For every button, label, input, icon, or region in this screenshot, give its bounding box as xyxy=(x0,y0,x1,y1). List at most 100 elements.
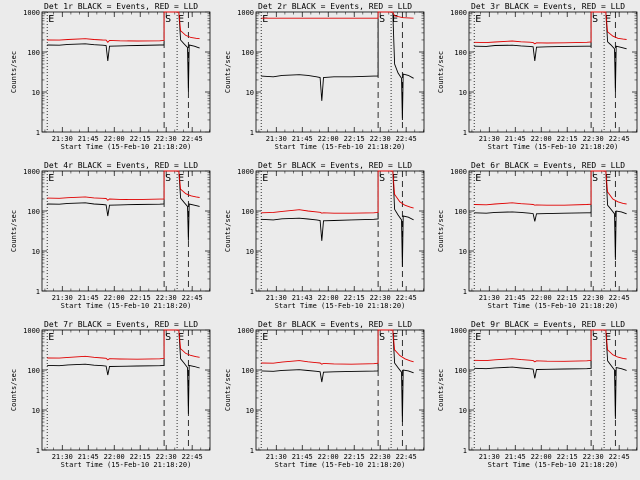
x-axis-label: Start Time (15-Feb-10 21:18:20) xyxy=(61,461,192,469)
chart-title: Det 2r BLACK = Events, RED = LLD xyxy=(258,2,412,11)
plot-frame xyxy=(468,11,638,133)
x-tick-label: 22:45 xyxy=(609,294,630,302)
y-tick-label: 1 xyxy=(463,447,467,455)
y-tick-label: 100 xyxy=(241,367,254,375)
events-series-line xyxy=(261,329,414,423)
chart-title: Det 8r BLACK = Events, RED = LLD xyxy=(258,320,412,329)
y-tick-label: 100 xyxy=(454,49,467,57)
y-tick-label: 100 xyxy=(241,49,254,57)
plot-frame xyxy=(41,11,211,133)
y-tick-label: 10 xyxy=(32,89,40,97)
y-tick-label: 10 xyxy=(246,248,254,256)
y-tick-label: 1000 xyxy=(450,168,467,176)
x-tick-label: 21:45 xyxy=(505,135,526,143)
flag-label: S xyxy=(379,332,385,343)
y-axis-label: Counts/sec xyxy=(10,369,18,411)
flag-label: E xyxy=(475,14,481,25)
flag-label: E xyxy=(48,332,54,343)
x-tick-label: 21:30 xyxy=(52,294,73,302)
x-tick-label: 22:30 xyxy=(156,453,177,461)
x-tick-label: 22:00 xyxy=(104,135,125,143)
x-tick-label: 21:30 xyxy=(479,453,500,461)
lld-series-line xyxy=(474,11,627,45)
lld-series-line xyxy=(261,329,414,365)
y-axis-label: Counts/sec xyxy=(224,369,232,411)
x-tick-label: 21:30 xyxy=(52,453,73,461)
x-tick-label: 22:15 xyxy=(344,453,365,461)
y-axis-label: Counts/sec xyxy=(437,369,445,411)
chart-title: Det 9r BLACK = Events, RED = LLD xyxy=(471,320,625,329)
x-tick-label: 22:15 xyxy=(557,294,578,302)
y-tick-label: 10 xyxy=(459,248,467,256)
y-tick-label: 10 xyxy=(246,89,254,97)
x-tick-label: 21:30 xyxy=(52,135,73,143)
chart-title: Det 6r BLACK = Events, RED = LLD xyxy=(471,161,625,170)
y-tick-label: 10 xyxy=(32,248,40,256)
flag-label: S xyxy=(592,173,598,184)
x-tick-label: 22:15 xyxy=(344,135,365,143)
y-tick-label: 1 xyxy=(250,447,254,455)
chart-panel-5: Det 5r BLACK = Events, RED = LLD Counts/s… xyxy=(224,161,425,310)
chart-title: Det 3r BLACK = Events, RED = LLD xyxy=(471,2,625,11)
events-series-line xyxy=(474,329,627,419)
x-tick-label: 22:00 xyxy=(104,294,125,302)
x-tick-label: 21:45 xyxy=(292,135,313,143)
y-tick-label: 100 xyxy=(27,367,40,375)
x-tick-label: 22:15 xyxy=(344,294,365,302)
x-tick-label: 21:45 xyxy=(78,135,99,143)
x-tick-label: 21:30 xyxy=(479,135,500,143)
y-tick-label: 10 xyxy=(459,407,467,415)
x-tick-label: 22:00 xyxy=(531,135,552,143)
y-tick-label: 10 xyxy=(246,407,254,415)
lld-series-line xyxy=(47,170,200,201)
x-tick-label: 22:30 xyxy=(583,453,604,461)
events-series-line xyxy=(474,170,627,260)
x-tick-label: 22:30 xyxy=(370,135,391,143)
x-tick-label: 21:30 xyxy=(479,294,500,302)
x-axis-label: Start Time (15-Feb-10 21:18:20) xyxy=(488,302,619,310)
x-tick-label: 22:30 xyxy=(156,294,177,302)
x-tick-label: 21:45 xyxy=(292,453,313,461)
x-tick-label: 22:00 xyxy=(318,453,339,461)
events-series-line xyxy=(474,11,627,93)
x-tick-label: 21:45 xyxy=(78,453,99,461)
y-axis-label: Counts/sec xyxy=(10,51,18,93)
plot-frame xyxy=(468,329,638,451)
y-tick-label: 1000 xyxy=(23,9,40,17)
lld-series-line xyxy=(261,170,414,214)
x-tick-label: 22:00 xyxy=(318,294,339,302)
y-tick-label: 1000 xyxy=(237,9,254,17)
x-tick-label: 22:45 xyxy=(396,294,417,302)
events-series-line xyxy=(261,170,414,267)
chart-title: Det 7r BLACK = Events, RED = LLD xyxy=(44,320,198,329)
chart-panel-1: Det 1r BLACK = Events, RED = LLD Counts/s… xyxy=(10,2,211,151)
x-axis-label: Start Time (15-Feb-10 21:18:20) xyxy=(488,143,619,151)
flag-label: S xyxy=(379,14,385,25)
x-tick-label: 22:00 xyxy=(531,453,552,461)
y-tick-label: 1 xyxy=(463,129,467,137)
y-tick-label: 1000 xyxy=(237,168,254,176)
chart-panel-6: Det 6r BLACK = Events, RED = LLD Counts/s… xyxy=(437,161,638,310)
flag-label: E xyxy=(48,14,54,25)
x-tick-label: 22:15 xyxy=(130,453,151,461)
flag-label: E xyxy=(262,173,268,184)
flag-label: E xyxy=(605,14,611,25)
y-tick-label: 10 xyxy=(32,407,40,415)
flag-label: S xyxy=(592,332,598,343)
x-axis-label: Start Time (15-Feb-10 21:18:20) xyxy=(275,302,406,310)
x-tick-label: 22:30 xyxy=(370,294,391,302)
plot-frame xyxy=(41,170,211,292)
events-series-line xyxy=(47,11,200,93)
x-axis-label: Start Time (15-Feb-10 21:18:20) xyxy=(61,302,192,310)
flag-label: S xyxy=(592,14,598,25)
flag-label: E xyxy=(605,332,611,343)
chart-panel-3: Det 3r BLACK = Events, RED = LLD Counts/s… xyxy=(437,2,638,151)
chart-panel-7: Det 7r BLACK = Events, RED = LLD Counts/s… xyxy=(10,320,211,469)
chart-panel-2: Det 2r BLACK = Events, RED = LLD Counts/s… xyxy=(224,2,425,151)
y-tick-label: 100 xyxy=(27,49,40,57)
y-tick-label: 100 xyxy=(454,208,467,216)
y-tick-label: 1000 xyxy=(237,327,254,335)
flag-label: E xyxy=(475,332,481,343)
chart-title: Det 1r BLACK = Events, RED = LLD xyxy=(44,2,198,11)
